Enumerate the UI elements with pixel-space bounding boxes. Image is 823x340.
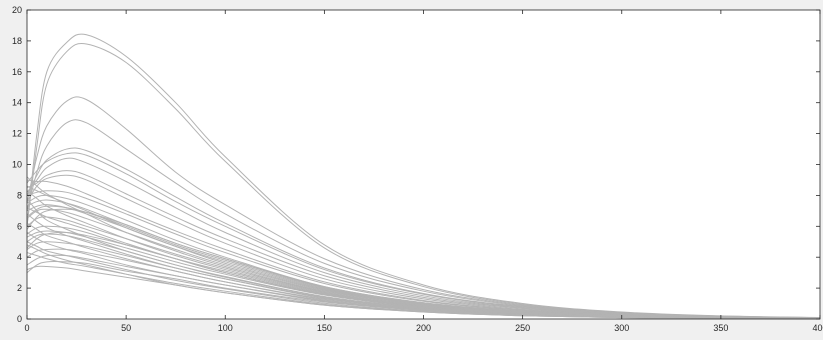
x-tick-label: 50: [121, 323, 131, 333]
y-tick-label: 4: [17, 252, 22, 262]
y-tick-label: 16: [12, 67, 22, 77]
axes: 0 50 100 150 200 250 300 350 400 0 2 4 6 8 10 12 14 16 18 2…: [12, 5, 823, 333]
x-tick-label: 150: [317, 323, 332, 333]
y-tick-label: 0: [17, 314, 22, 324]
x-tick-label: 300: [614, 323, 629, 333]
series-line-38: [26, 152, 821, 319]
series-line-33: [26, 174, 821, 319]
x-tick-label: 250: [515, 323, 530, 333]
y-tick-label: 8: [17, 190, 22, 200]
x-tick-label: 100: [218, 323, 233, 333]
y-tick-label: 20: [12, 5, 22, 15]
y-tick-label: 12: [12, 129, 22, 139]
x-tick-label: 350: [713, 323, 728, 333]
y-tick-label: 10: [12, 160, 22, 170]
plot-area: [27, 10, 820, 319]
y-tick-label: 18: [12, 36, 22, 46]
x-tick-label: 200: [416, 323, 431, 333]
x-tick-label: 400: [812, 323, 823, 333]
y-tick-label: 14: [12, 98, 22, 108]
y-tick-label: 2: [17, 283, 22, 293]
y-tick-label: 6: [17, 221, 22, 231]
x-tick-label: 0: [24, 323, 29, 333]
